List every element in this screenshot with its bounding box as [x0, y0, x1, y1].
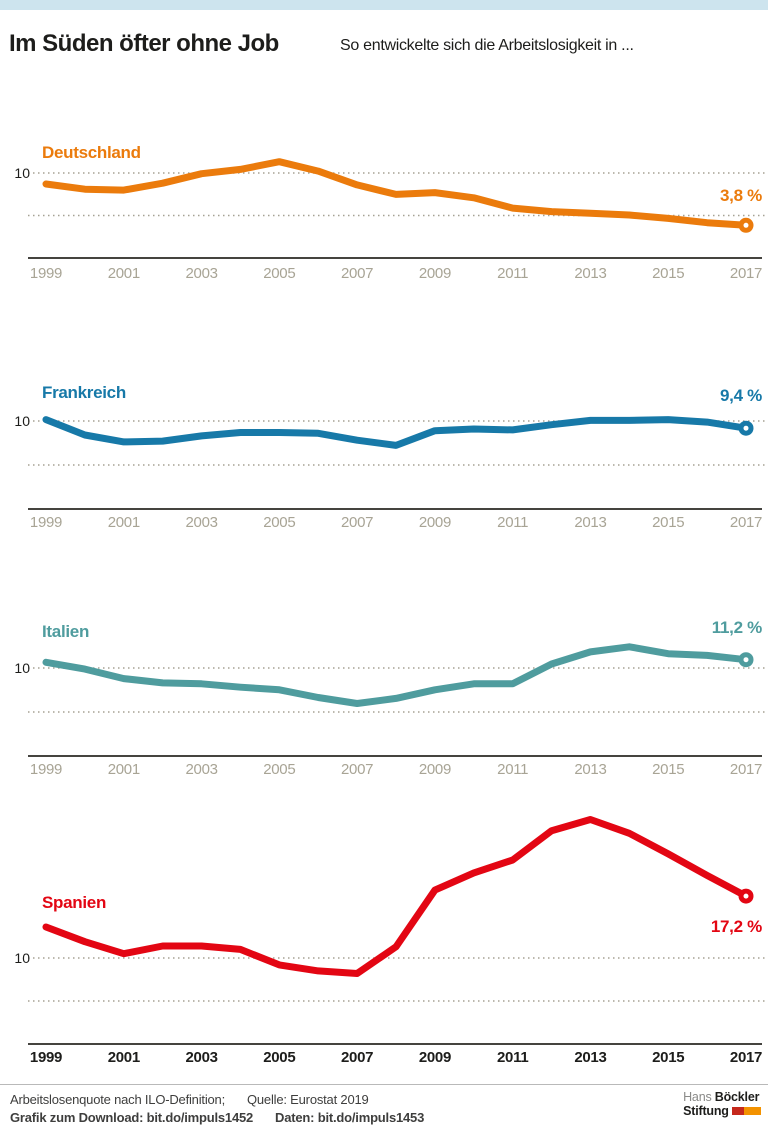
chart-panel: 10 1999 2001 2003 2005 2007 2009 2011 2013 2015 20… [14, 816, 766, 1066]
endpoint-marker [738, 888, 754, 904]
x-axis-tick-label: 2011 [497, 761, 528, 778]
footer-links-line: Grafik zum Download: bit.do/impuls1452 Da… [10, 1110, 424, 1125]
x-axis-tick-label: 2001 [108, 1049, 140, 1066]
x-axis-tick-label: 2013 [574, 1049, 606, 1066]
x-axis-tick-label: 2009 [419, 1049, 451, 1066]
footer-note: Arbeitslosenquote nach ILO-Definition; [10, 1092, 225, 1107]
series-title: Italien [42, 622, 89, 641]
logo-line2: Stiftung [683, 1104, 729, 1118]
y-axis-tick-label: 10 [14, 950, 30, 966]
x-axis-tick-label: 2011 [497, 514, 528, 531]
chart-panel: 10 1999 2001 2003 2005 2007 2009 2011 2013 2015 20… [14, 618, 766, 778]
page-title: Im Süden öfter ohne Job [9, 30, 279, 57]
x-axis-tick-label: 2013 [574, 265, 606, 282]
end-value-label: 9,4 % [720, 386, 762, 405]
data-line [42, 816, 750, 977]
chart-panel: 10 1999 2001 2003 2005 2007 2009 2011 2013 2015 20… [14, 143, 766, 282]
x-axis-tick-label: 2003 [186, 761, 218, 778]
end-value-label: 11,2 % [712, 618, 762, 637]
x-axis-tick-label: 2009 [419, 514, 451, 531]
x-axis-tick-label: 2017 [730, 1049, 762, 1066]
x-axis-tick-label: 2005 [263, 761, 295, 778]
x-axis-tick-label: 2001 [108, 514, 140, 531]
series-title: Deutschland [42, 143, 141, 162]
x-axis-tick-label: 2009 [419, 265, 451, 282]
x-axis-tick-label: 2015 [652, 761, 684, 778]
data-line [42, 416, 750, 449]
footer-divider [0, 1084, 768, 1085]
logo-red-square-icon [732, 1107, 744, 1115]
x-axis-tick-label: 2015 [652, 1049, 684, 1066]
page-subtitle: So entwickelte sich die Arbeitslosigkeit… [340, 37, 634, 54]
x-axis-tick-label: 2005 [263, 1049, 295, 1066]
x-axis-tick-label: 2003 [186, 1049, 218, 1066]
logo-orange-square-icon [744, 1107, 761, 1115]
end-value-label: 3,8 % [720, 186, 762, 205]
y-axis-tick-label: 10 [14, 413, 30, 429]
x-axis-tick-label: 2015 [652, 514, 684, 531]
x-axis-tick-label: 2003 [186, 514, 218, 531]
x-axis-tick-label: 2017 [730, 761, 762, 778]
series-title: Spanien [42, 893, 106, 912]
x-axis-tick-label: 1999 [30, 1049, 62, 1066]
y-axis-tick-label: 10 [14, 660, 30, 676]
logo-name-regular: Hans [683, 1090, 712, 1104]
x-axis-tick-label: 2015 [652, 265, 684, 282]
endpoint-marker [738, 420, 754, 436]
footer-source: Quelle: Eurostat 2019 [246, 1092, 369, 1107]
endpoint-marker [738, 652, 754, 668]
x-axis-tick-label: 2007 [341, 1049, 373, 1066]
top-accent-bar [0, 0, 768, 10]
x-axis-tick-label: 2001 [108, 761, 140, 778]
chart-panel: 10 1999 2001 2003 2005 2007 2009 2011 2013 2015 20… [14, 383, 766, 531]
x-axis-tick-label: 1999 [30, 761, 62, 778]
footer-note-line: Arbeitslosenquote nach ILO-Definition; Qu… [10, 1092, 369, 1107]
x-axis-tick-label: 2007 [341, 761, 373, 778]
y-axis-tick-label: 10 [14, 165, 30, 181]
x-axis-tick-label: 2011 [497, 265, 528, 282]
logo-name-bold: Böckler [714, 1090, 760, 1104]
x-axis-tick-label: 2005 [263, 514, 295, 531]
x-axis-tick-label: 2007 [341, 514, 373, 531]
x-axis-tick-label: 2017 [730, 265, 762, 282]
series-title: Frankreich [42, 383, 126, 402]
x-axis-tick-label: 2007 [341, 265, 373, 282]
hans-boeckler-stiftung-logo: Hans Böckler Stiftung [683, 1090, 761, 1118]
data-line [42, 158, 750, 229]
x-axis-tick-label: 1999 [30, 265, 62, 282]
end-value-label: 17,2 % [711, 917, 762, 936]
x-axis-tick-label: 2001 [108, 265, 140, 282]
x-axis-tick-label: 2017 [730, 514, 762, 531]
x-axis-tick-label: 2013 [574, 761, 606, 778]
x-axis-tick-label: 2011 [497, 1049, 528, 1066]
x-axis-tick-label: 2013 [574, 514, 606, 531]
x-axis-tick-label: 2005 [263, 265, 295, 282]
endpoint-marker [738, 217, 754, 233]
data-line [42, 643, 750, 707]
x-axis-tick-label: 1999 [30, 514, 62, 531]
footer-download-link: Grafik zum Download: bit.do/impuls1452 [10, 1110, 254, 1125]
x-axis-tick-label: 2003 [186, 265, 218, 282]
x-axis-tick-label: 2009 [419, 761, 451, 778]
footer-data-link: Daten: bit.do/impuls1453 [275, 1110, 425, 1125]
